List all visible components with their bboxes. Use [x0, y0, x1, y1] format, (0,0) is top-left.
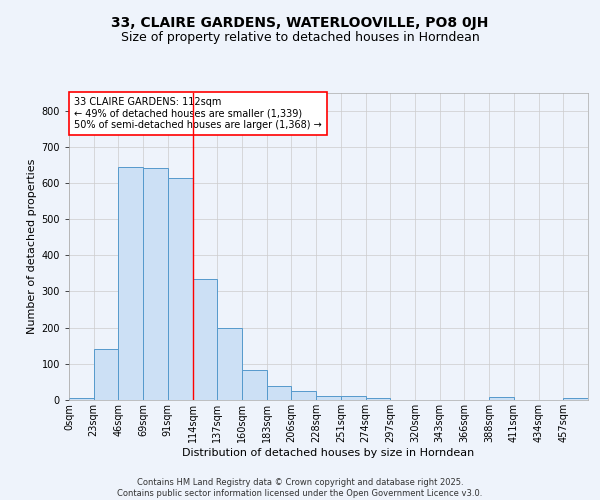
Text: Contains HM Land Registry data © Crown copyright and database right 2025.
Contai: Contains HM Land Registry data © Crown c…: [118, 478, 482, 498]
Bar: [94, 350, 118, 400]
Bar: [118, 166, 143, 400]
Bar: [292, 390, 316, 400]
Bar: [193, 279, 217, 400]
Bar: [242, 370, 267, 400]
Bar: [69, 398, 94, 400]
Bar: [341, 396, 365, 400]
Bar: [217, 328, 242, 400]
Y-axis label: Number of detached properties: Number of detached properties: [28, 158, 37, 334]
Text: 33 CLAIRE GARDENS: 112sqm
← 49% of detached houses are smaller (1,339)
50% of se: 33 CLAIRE GARDENS: 112sqm ← 49% of detac…: [74, 97, 322, 130]
X-axis label: Distribution of detached houses by size in Horndean: Distribution of detached houses by size …: [182, 448, 475, 458]
Bar: [365, 398, 390, 400]
Bar: [563, 398, 588, 400]
Bar: [489, 398, 514, 400]
Text: 33, CLAIRE GARDENS, WATERLOOVILLE, PO8 0JH: 33, CLAIRE GARDENS, WATERLOOVILLE, PO8 0…: [112, 16, 488, 30]
Bar: [267, 386, 292, 400]
Bar: [168, 178, 193, 400]
Bar: [143, 168, 168, 400]
Bar: [316, 396, 341, 400]
Text: Size of property relative to detached houses in Horndean: Size of property relative to detached ho…: [121, 31, 479, 44]
